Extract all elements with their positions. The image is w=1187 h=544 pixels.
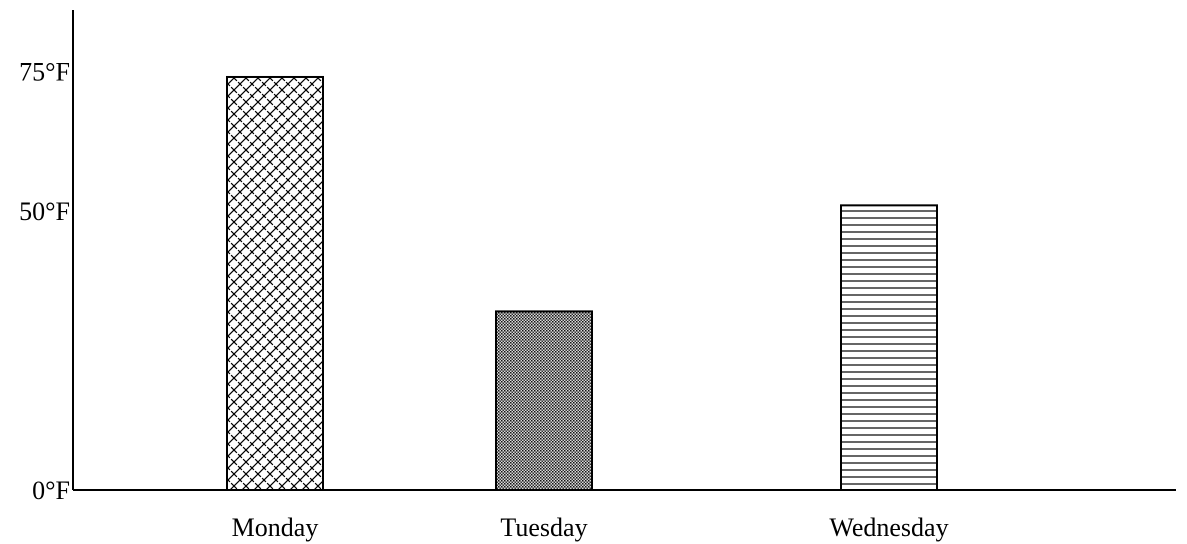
y-tick-labels: 0°F 50°F 75°F (19, 57, 70, 505)
x-label-wednesday: Wednesday (829, 513, 948, 542)
bar-wednesday (840, 204, 938, 491)
bar-monday (226, 75, 324, 491)
y-tick-0: 0°F (32, 476, 70, 505)
x-label-tuesday: Tuesday (500, 513, 587, 542)
bars-group (226, 75, 938, 491)
x-category-labels: Monday Tuesday Wednesday (232, 513, 949, 542)
y-tick-50: 50°F (19, 197, 70, 226)
bar-tuesday (495, 310, 593, 491)
x-label-monday: Monday (232, 513, 319, 542)
y-tick-75: 75°F (19, 57, 70, 86)
